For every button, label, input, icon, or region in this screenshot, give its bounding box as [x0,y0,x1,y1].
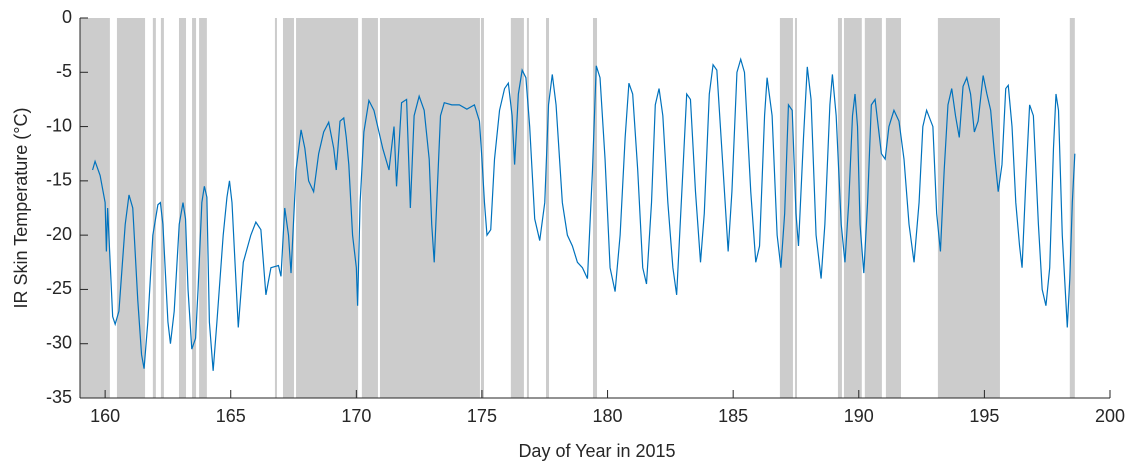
y-tick-label: 0 [62,7,72,27]
x-tick-label: 165 [216,406,246,426]
shaded-region [192,18,197,398]
shaded-region [937,18,1000,398]
shaded-region [864,18,882,398]
y-axis-label: IR Skin Temperature (°C) [11,108,31,309]
shaded-region [843,18,862,398]
shaded-region [274,18,277,398]
shaded-region [282,18,295,398]
shaded-region [779,18,793,398]
x-tick-label: 175 [467,406,497,426]
x-tick-label: 180 [593,406,623,426]
x-tick-label: 185 [718,406,748,426]
x-tick-label: 170 [341,406,371,426]
x-tick-label: 190 [844,406,874,426]
y-tick-label: -25 [46,278,72,298]
x-tick-label: 160 [90,406,120,426]
x-tick-label: 200 [1095,406,1125,426]
shaded-region [296,18,359,398]
shaded-region [592,18,598,398]
shaded-region [546,18,550,398]
shaded-region [379,18,480,398]
y-tick-label: -20 [46,224,72,244]
y-tick-label: -5 [56,61,72,81]
shaded-region [160,18,164,398]
y-tick-label: -10 [46,115,72,135]
y-tick-label: -30 [46,332,72,352]
shaded-region [885,18,901,398]
shaded-region [526,18,529,398]
y-tick-label: -35 [46,387,72,407]
shaded-region [152,18,156,398]
shaded-region [361,18,378,398]
shaded-region [199,18,207,398]
x-axis-label: Day of Year in 2015 [518,441,675,461]
shaded-region [510,18,524,398]
data-line [91,57,1076,371]
x-tick-label: 195 [969,406,999,426]
shaded-region [480,18,484,398]
y-tick-label: -15 [46,170,72,190]
